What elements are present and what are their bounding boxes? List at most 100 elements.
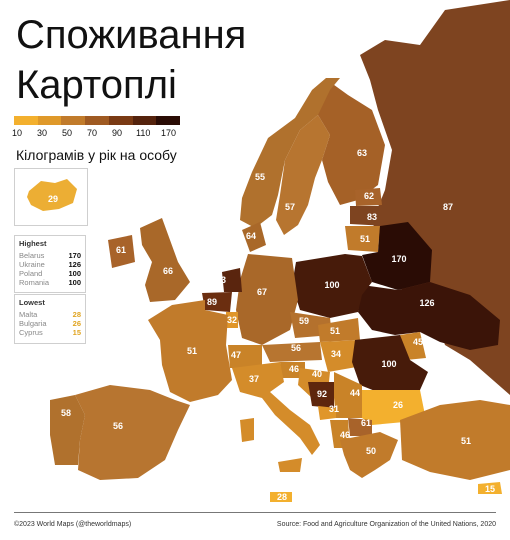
country-value-lithuania: 51 [360,234,370,244]
region-romania [352,335,428,395]
legend-color-swatch [132,116,157,125]
country-value: 170 [68,251,81,260]
country-name: Bulgaria [19,319,47,328]
region-poland [292,254,372,318]
region-north-macedonia [348,418,372,436]
country-value-russia: 87 [443,202,453,212]
country-value-belgium: 89 [207,297,217,307]
country-value-portugal: 58 [61,408,71,418]
country-value-slovakia: 51 [330,326,340,336]
region-montenegro [318,406,336,420]
country-value-spain: 56 [113,421,123,431]
table-row: Romania 100 [15,278,85,287]
region-sardinia [240,418,254,442]
country-value-estonia: 62 [364,191,374,201]
country-value-latvia: 83 [367,212,377,222]
region-lithuania [345,226,380,252]
country-value-italy: 37 [249,374,259,384]
country-value-albania: 46 [340,430,350,440]
country-value-slovenia: 46 [289,364,299,374]
legend-color-swatch [108,116,133,125]
region-denmark [242,222,266,252]
country-value-denmark: 64 [246,231,256,241]
table-row: Poland 100 [15,269,85,278]
region-belgium [202,292,232,312]
region-slovakia [318,318,360,342]
country-value: 100 [68,278,81,287]
title-box: Споживання Картоплі [8,10,270,112]
table-row: Ukraine 126 [15,260,85,269]
region-italy [232,362,320,455]
legend-tick: 10 [12,128,23,138]
country-value-hungary: 34 [331,349,341,359]
footer-divider [14,512,496,513]
country-value-germany: 67 [257,287,267,297]
legend-color-swatch [61,116,86,125]
region-germany [236,254,298,345]
country-name: Malta [19,310,38,319]
country-value-switzerland: 47 [231,350,241,360]
footer-source: Source: Food and Agriculture Organizatio… [276,521,496,528]
country-value-netherlands: 93 [216,275,226,285]
country-value: 28 [72,310,81,319]
table-row: Malta 28 [15,310,85,319]
country-value-bosnia: 92 [317,389,327,399]
region-ireland [108,235,135,268]
footer-credit: ©2023 World Maps (@theworldmaps) [14,521,132,528]
iceland-inset: 29 [14,168,88,226]
region-belarus [362,222,432,290]
iceland-shape: 29 [27,179,77,211]
country-value: 15 [72,328,81,337]
country-value-united-kingdom: 66 [163,266,173,276]
legend-color-swatch [14,116,38,125]
country-value: 26 [72,319,81,328]
region-france [148,300,232,402]
country-value-greece: 50 [366,446,376,456]
country-value-montenegro: 31 [329,404,339,414]
legend-unit-label: Кілограмів у рік на особу [14,147,179,163]
country-value-france: 51 [187,346,197,356]
country-value-ukraine: 126 [419,298,434,308]
legend-tick: 50 [62,128,73,138]
title-line-2: Картоплі [16,63,177,107]
country-value-norway: 55 [255,172,265,182]
region-serbia [334,372,362,418]
legend-color-bar [14,116,181,125]
legend-color-swatch [156,116,181,125]
region-sweden [276,115,330,235]
region-turkey [400,400,510,480]
region-greece [340,432,398,478]
highest-table: Highest Belarus 170 Ukraine 126 Poland 100 … [14,235,86,293]
legend-color-swatch [85,116,109,125]
table-row: Belarus 170 [15,251,85,260]
region-portugal [50,395,85,465]
country-value-poland: 100 [324,280,339,290]
region-switzerland [228,345,262,368]
country-name: Poland [19,269,43,278]
title-line-1: Споживання [16,13,247,57]
country-value-turkey: 51 [461,436,471,446]
country-name: Romania [19,278,50,287]
country-name: Ukraine [19,260,45,269]
table-row: Bulgaria 26 [15,319,85,328]
region-cyprus [478,482,502,494]
legend-tick: 30 [37,128,48,138]
region-united-kingdom [140,218,190,302]
country-name: Belarus [19,251,45,260]
lowest-title: Lowest [19,298,45,307]
legend-color-swatch [37,116,62,125]
country-value-austria: 56 [291,343,301,353]
highest-title: Highest [19,239,47,248]
country-value-north-macedonia: 61 [361,418,371,428]
country-value-serbia: 44 [350,388,360,398]
region-norway [240,78,340,228]
region-austria [262,342,322,362]
region-spain [75,385,190,480]
region-russia [360,0,510,395]
legend-tick: 90 [112,128,123,138]
country-value-ireland: 61 [116,245,126,255]
country-value-finland: 63 [357,148,367,158]
country-value-czechia: 59 [299,316,309,326]
region-estonia [355,188,382,206]
